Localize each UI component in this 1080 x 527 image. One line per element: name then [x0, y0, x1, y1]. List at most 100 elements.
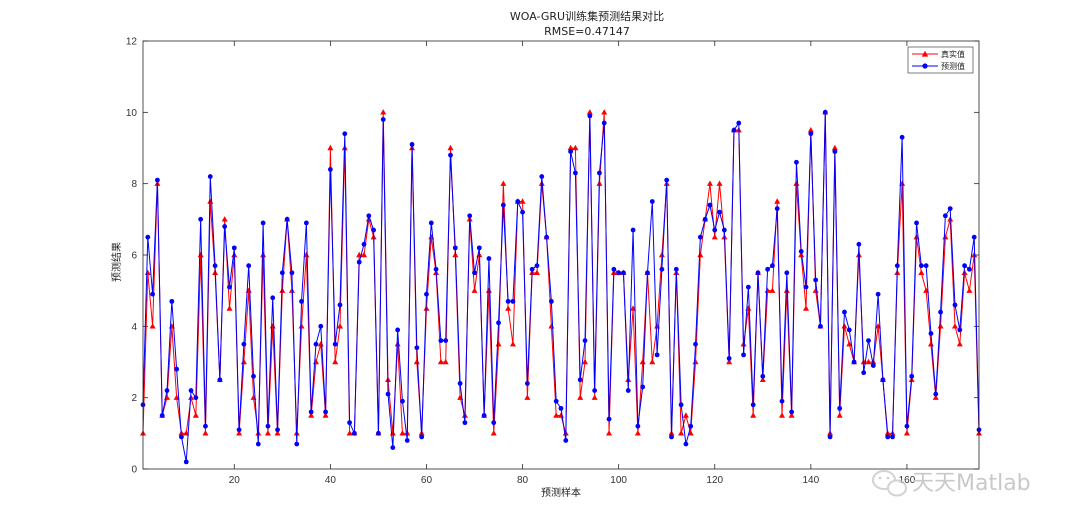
- data-point-predicted: [577, 377, 583, 383]
- data-point-predicted: [251, 373, 256, 379]
- data-point-predicted: [856, 241, 862, 247]
- data-point-predicted: [659, 266, 665, 272]
- data-point-true: [553, 412, 560, 418]
- data-point-predicted: [774, 206, 780, 212]
- data-point-predicted: [899, 134, 905, 140]
- data-point-true: [298, 323, 305, 329]
- data-point-true: [769, 287, 776, 293]
- data-point-predicted: [198, 216, 204, 222]
- data-point-predicted: [794, 159, 799, 165]
- data-point-predicted: [573, 170, 578, 176]
- data-point-predicted: [568, 149, 574, 154]
- data-point-predicted: [496, 320, 501, 326]
- data-point-predicted: [750, 402, 756, 408]
- data-point-predicted: [553, 398, 559, 404]
- data-point-true: [505, 305, 512, 311]
- data-point-true: [221, 216, 228, 222]
- data-point-predicted: [904, 423, 910, 429]
- data-point-predicted: [294, 441, 300, 447]
- data-point-predicted: [808, 131, 814, 137]
- data-point-predicted: [875, 291, 881, 297]
- data-point-predicted: [625, 388, 631, 393]
- data-point-predicted: [164, 388, 170, 393]
- data-point-predicted: [188, 388, 194, 393]
- y-tick-label: 4: [131, 322, 137, 333]
- data-point-true: [649, 358, 656, 365]
- data-point-predicted: [770, 263, 775, 269]
- data-point-true: [380, 109, 387, 115]
- data-point-predicted: [798, 249, 804, 254]
- data-point-predicted: [207, 174, 213, 179]
- data-point-predicted: [640, 384, 646, 390]
- data-point-predicted: [558, 405, 564, 411]
- data-point-predicted: [352, 430, 357, 436]
- data-point-predicted: [500, 202, 506, 208]
- data-point-true: [582, 358, 589, 365]
- data-point-true: [303, 251, 310, 258]
- data-point-predicted: [438, 338, 444, 343]
- data-point-predicted: [169, 298, 175, 304]
- data-point-predicted: [472, 270, 477, 276]
- data-point-predicted: [880, 377, 886, 383]
- data-point-true: [413, 358, 420, 365]
- y-tick-label: 2: [131, 393, 137, 404]
- data-point-true: [803, 305, 810, 311]
- data-point-predicted: [966, 266, 972, 272]
- data-point-predicted: [419, 434, 425, 440]
- data-point-predicted: [265, 423, 271, 429]
- plot-frame: [142, 40, 980, 470]
- data-point-predicted: [409, 142, 415, 147]
- data-point-predicted: [231, 245, 237, 251]
- data-point-predicted: [380, 117, 386, 122]
- data-point-predicted: [342, 131, 348, 137]
- data-point-predicted: [227, 284, 232, 290]
- data-point-predicted: [145, 234, 151, 240]
- series-predicted-values: [140, 109, 982, 465]
- data-point-predicted: [428, 220, 434, 226]
- data-point-predicted: [241, 341, 247, 347]
- data-point-predicted: [947, 206, 953, 212]
- data-point-true: [779, 412, 786, 418]
- data-point-predicted: [476, 245, 482, 251]
- data-point-true: [716, 180, 723, 186]
- data-point-predicted: [962, 263, 967, 269]
- data-point-predicted: [356, 259, 362, 265]
- data-point-predicted: [255, 441, 261, 447]
- data-point-predicted: [678, 402, 684, 408]
- data-point-true: [447, 144, 454, 151]
- chart-subtitle: RMSE=0.47147: [544, 25, 630, 38]
- data-point-predicted: [318, 323, 324, 329]
- data-point-predicted: [726, 356, 732, 361]
- data-point-predicted: [664, 177, 670, 183]
- data-point-true: [509, 340, 516, 347]
- data-point-predicted: [933, 391, 939, 397]
- data-point-true: [519, 198, 526, 204]
- data-point-true: [361, 251, 368, 258]
- data-point-predicted: [597, 170, 602, 176]
- data-point-true: [764, 287, 771, 293]
- data-point-predicted: [159, 413, 165, 418]
- data-point-predicted: [587, 113, 593, 119]
- data-point-predicted: [404, 438, 410, 443]
- data-point-true: [807, 126, 814, 133]
- data-point-predicted: [942, 213, 948, 219]
- data-point-predicted: [481, 413, 487, 418]
- data-point-true: [750, 412, 757, 418]
- data-point-predicted: [217, 377, 223, 383]
- data-point-predicted: [745, 284, 751, 290]
- data-point-predicted: [707, 202, 713, 208]
- data-point-true: [966, 287, 973, 293]
- data-point-predicted: [520, 209, 525, 215]
- data-point-true: [327, 144, 334, 151]
- data-point-predicted: [885, 434, 891, 440]
- y-tick-label: 12: [126, 37, 138, 48]
- data-point-predicted: [837, 405, 843, 411]
- data-point-predicted: [914, 220, 919, 226]
- legend-box: [907, 46, 974, 74]
- data-point-true: [682, 412, 689, 418]
- y-tick-label: 0: [131, 465, 137, 476]
- data-point-predicted: [371, 227, 377, 233]
- data-point-true: [524, 394, 531, 400]
- x-tick-label: 160: [899, 475, 916, 486]
- data-point-true: [831, 144, 838, 151]
